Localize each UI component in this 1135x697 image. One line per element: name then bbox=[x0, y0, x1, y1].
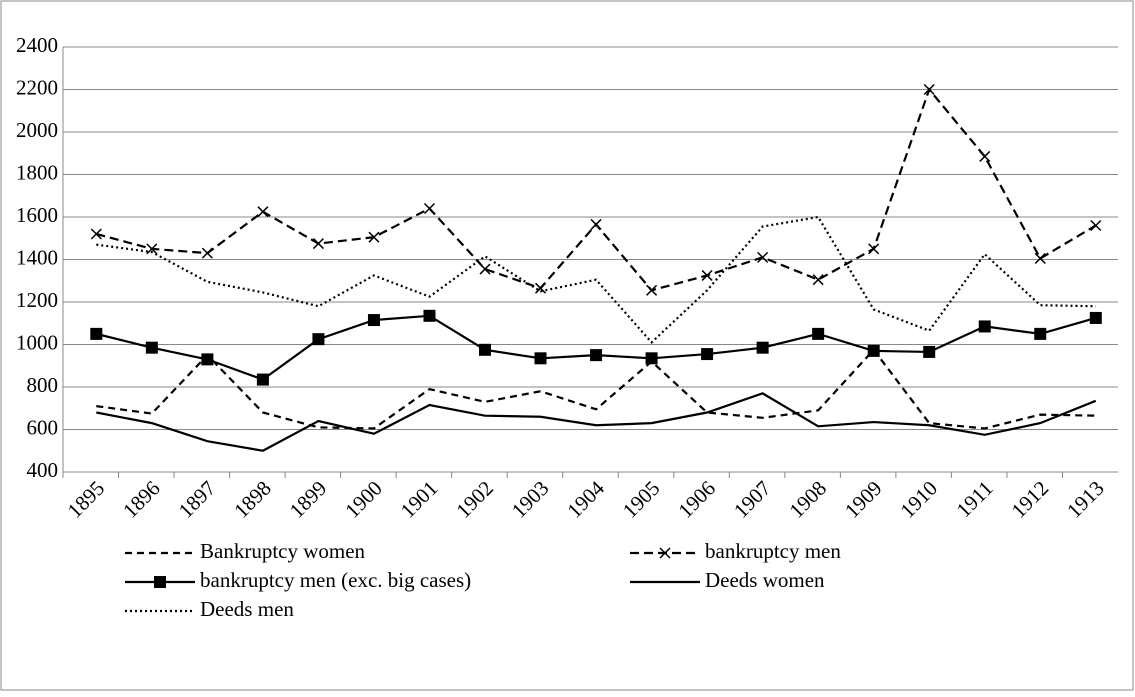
y-tick-label: 2000 bbox=[16, 118, 58, 142]
marker bbox=[479, 343, 491, 356]
marker bbox=[756, 341, 769, 354]
marker bbox=[368, 231, 380, 243]
marker bbox=[367, 314, 380, 327]
y-tick-label: 1600 bbox=[16, 203, 58, 227]
marker bbox=[590, 218, 602, 230]
series-line bbox=[96, 348, 1096, 430]
y-tick-label: 1800 bbox=[16, 160, 58, 184]
y-tick-label: 2400 bbox=[16, 33, 58, 57]
legend-label: bankruptcy men bbox=[705, 539, 841, 563]
marker bbox=[1034, 327, 1047, 340]
marker bbox=[979, 150, 991, 162]
marker bbox=[534, 352, 547, 365]
marker bbox=[867, 344, 880, 357]
legend-label: bankruptcy men (exc. big cases) bbox=[200, 568, 471, 592]
series-line bbox=[96, 215, 1096, 344]
marker bbox=[659, 547, 671, 559]
y-tick-label: 1200 bbox=[16, 288, 58, 312]
marker bbox=[646, 284, 658, 296]
marker bbox=[90, 327, 103, 340]
marker bbox=[923, 345, 936, 358]
marker bbox=[812, 327, 825, 340]
marker bbox=[154, 576, 166, 588]
marker bbox=[1034, 252, 1046, 264]
marker bbox=[645, 352, 658, 365]
y-tick-label: 600 bbox=[27, 415, 59, 439]
marker bbox=[1090, 219, 1102, 232]
marker bbox=[201, 247, 213, 259]
marker bbox=[590, 349, 603, 362]
marker bbox=[1089, 311, 1102, 324]
y-tick-label: 800 bbox=[27, 373, 59, 397]
legend-label: Deeds men bbox=[200, 597, 294, 621]
y-tick-label: 1400 bbox=[16, 245, 58, 269]
marker bbox=[257, 206, 269, 218]
y-tick-label: 1000 bbox=[16, 330, 58, 354]
marker bbox=[423, 202, 436, 215]
marker bbox=[312, 333, 325, 346]
marker bbox=[423, 309, 436, 322]
marker bbox=[978, 320, 991, 333]
marker bbox=[757, 251, 769, 263]
marker bbox=[701, 348, 714, 361]
legend-label: Bankruptcy women bbox=[200, 539, 366, 563]
marker bbox=[201, 353, 214, 366]
marker bbox=[146, 243, 158, 255]
marker bbox=[534, 282, 547, 294]
y-tick-label: 2200 bbox=[16, 75, 58, 99]
series-line bbox=[96, 392, 1097, 452]
marker bbox=[923, 83, 935, 96]
legend-label: Deeds women bbox=[705, 568, 825, 592]
marker bbox=[312, 238, 324, 250]
marker bbox=[701, 269, 713, 281]
marker bbox=[479, 263, 491, 275]
marker bbox=[256, 373, 269, 386]
marker bbox=[90, 228, 102, 240]
y-tick-label: 400 bbox=[27, 458, 59, 482]
marker bbox=[812, 274, 824, 286]
marker bbox=[145, 341, 158, 354]
marker bbox=[868, 243, 880, 255]
